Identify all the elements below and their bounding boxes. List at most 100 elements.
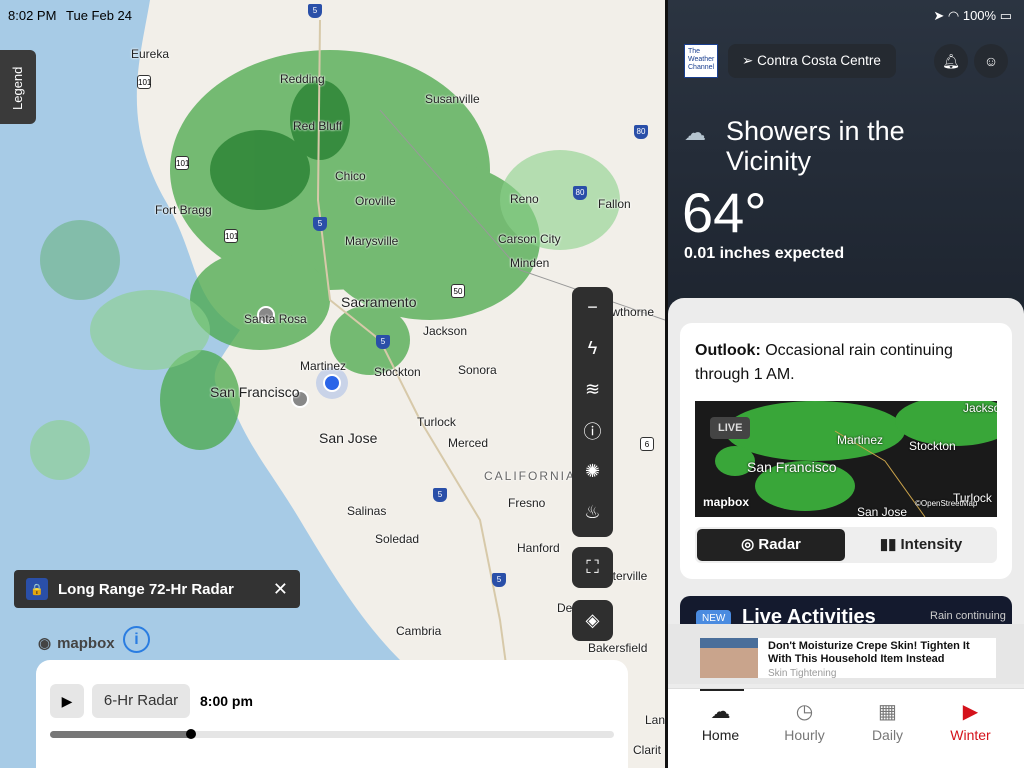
highway-shield: 50 bbox=[451, 284, 465, 298]
city-label: Susanville bbox=[425, 92, 480, 106]
mapbox-logo: mapbox bbox=[703, 495, 750, 509]
cloud-icon: ☁ bbox=[684, 120, 706, 145]
highway-shield: 5 bbox=[313, 217, 327, 231]
map-label: Stockton bbox=[909, 439, 956, 453]
city-label: San Jose bbox=[319, 430, 378, 446]
live-activities-title: Live Activities bbox=[742, 606, 876, 628]
highway-shield: 80 bbox=[634, 125, 648, 139]
rain-continuing: Rain continuing bbox=[930, 610, 1006, 622]
city-label: Sonora bbox=[458, 363, 497, 377]
city-label: Redding bbox=[280, 72, 325, 86]
intensity-segment[interactable]: ▮▮ Intensity bbox=[879, 536, 963, 553]
highway-shield: 5 bbox=[492, 573, 506, 587]
city-label: Marysville bbox=[345, 234, 399, 248]
split-divider[interactable] bbox=[665, 0, 668, 768]
location-button[interactable]: ➢ Contra Costa Centre bbox=[728, 44, 896, 78]
tab-winter[interactable]: ▶ Winter bbox=[926, 699, 1015, 743]
collapse-icon[interactable]: − bbox=[587, 297, 598, 317]
layer-chip[interactable]: 🔒 Long Range 72-Hr Radar ✕ bbox=[14, 570, 300, 608]
city-label: Carson City bbox=[498, 232, 561, 246]
radar-player: ▶ 6-Hr Radar 8:00 pm bbox=[36, 660, 628, 768]
info-icon[interactable]: i bbox=[123, 626, 150, 653]
location-label: Contra Costa Centre bbox=[757, 53, 881, 68]
outlook-text: Occasional rain continuing through 1 AM. bbox=[695, 342, 953, 383]
radar-type-button[interactable]: 6-Hr Radar bbox=[92, 684, 190, 718]
lightning-icon[interactable]: ϟ bbox=[587, 338, 598, 358]
calendar-icon: ▦ bbox=[878, 701, 897, 723]
ad-banner[interactable]: Don't Moisturize Crepe Skin! Tighten It … bbox=[668, 624, 1024, 684]
temperature: 64° bbox=[682, 181, 767, 244]
condition: Showers in the Vicinity bbox=[726, 116, 905, 176]
tab-hourly[interactable]: ◷ Hourly bbox=[760, 699, 849, 743]
live-badge: LIVE bbox=[710, 417, 751, 439]
city-label: Fort Bragg bbox=[155, 203, 212, 217]
city-label: Minden bbox=[510, 256, 550, 270]
city-label: Red Bluff bbox=[293, 119, 343, 133]
radar-segment[interactable]: ◎ Radar bbox=[697, 529, 845, 561]
hurricane-icon[interactable]: ✺ bbox=[584, 461, 601, 481]
timeline-slider[interactable] bbox=[50, 729, 614, 739]
osm-attribution: ©OpenStreetMap bbox=[915, 499, 978, 508]
mini-radar-map[interactable]: LIVE Martinez Stockton San Francisco San… bbox=[695, 401, 997, 517]
city-label: Jackson bbox=[423, 324, 468, 338]
close-icon[interactable]: ✕ bbox=[272, 578, 288, 599]
tab-daily[interactable]: ▦ Daily bbox=[843, 699, 932, 743]
highway-shield: 5 bbox=[433, 488, 447, 502]
map-label: Jackson bbox=[963, 401, 997, 415]
weather-app: ➤ ◠ 100% ▭ The Weather Channel ➢ Contra … bbox=[668, 0, 1024, 768]
clock-icon: ◷ bbox=[795, 701, 814, 723]
play-button[interactable]: ▶ bbox=[50, 684, 84, 718]
fullscreen-button[interactable]: ⛶ bbox=[572, 547, 613, 588]
layer-chip-label: Long Range 72-Hr Radar bbox=[58, 580, 234, 598]
legend-button[interactable]: Legend bbox=[0, 50, 36, 124]
map-base bbox=[0, 0, 665, 768]
outlook-label: Outlook: bbox=[695, 342, 761, 359]
mapbox-logo: ◉ mapbox bbox=[38, 634, 115, 653]
legend-label: Legend bbox=[10, 66, 25, 110]
timeline-handle[interactable] bbox=[186, 729, 196, 739]
map-label: Martinez bbox=[837, 433, 884, 447]
player-time: 8:00 pm bbox=[200, 693, 253, 709]
alert-icon[interactable]: ⓘ bbox=[583, 421, 602, 442]
fire-icon[interactable]: ♨ bbox=[584, 502, 601, 522]
highway-shield: 80 bbox=[573, 186, 587, 200]
radar-map[interactable]: 8:02 PM Tue Feb 24 Eureka Redding Susanv… bbox=[0, 0, 665, 768]
precip-expected: 0.01 inches expected bbox=[684, 245, 845, 262]
highway-shield: 5 bbox=[308, 4, 322, 18]
city-label: Eureka bbox=[131, 47, 170, 61]
status-time: 8:02 PM bbox=[8, 8, 57, 23]
outlook-card: Outlook: Occasional rain continuing thro… bbox=[680, 323, 1012, 579]
home-cloud-icon: ☁ bbox=[710, 701, 731, 723]
city-label: Fresno bbox=[508, 496, 546, 510]
status-date: Tue Feb 24 bbox=[66, 8, 133, 23]
bell-icon[interactable]: 🔔︎ bbox=[934, 44, 968, 78]
region-label: CALIFORNIA bbox=[484, 469, 577, 483]
ad-sponsor: Skin Tightening bbox=[768, 668, 837, 679]
city-label: Clarit bbox=[633, 743, 662, 757]
tab-home[interactable]: ☁ Home bbox=[676, 699, 765, 743]
city-label: Reno bbox=[510, 192, 539, 206]
city-label: Bakersfield bbox=[588, 641, 648, 655]
new-badge: NEW bbox=[696, 610, 732, 627]
layers-button[interactable]: ◈ bbox=[572, 600, 613, 641]
city-label: Santa Rosa bbox=[244, 312, 307, 326]
status-icons: ➤ ◠ 100% ▭ bbox=[933, 8, 1012, 23]
ad-image bbox=[700, 638, 758, 678]
highway-shield: 101 bbox=[137, 75, 151, 89]
wind-icon[interactable]: ≋ bbox=[584, 379, 601, 399]
city-label: Chico bbox=[335, 169, 366, 183]
profile-icon[interactable]: ☺ bbox=[974, 44, 1008, 78]
city-label: Merced bbox=[448, 436, 489, 450]
timeline-fill bbox=[50, 731, 191, 738]
city-label: Cambria bbox=[396, 624, 442, 638]
city-label: Fallon bbox=[598, 197, 631, 211]
lock-icon: 🔒 bbox=[26, 578, 48, 600]
city-label: Sacramento bbox=[341, 294, 417, 310]
map-label: San Jose bbox=[857, 505, 908, 517]
map-label: San Francisco bbox=[747, 459, 837, 475]
city-label: Salinas bbox=[347, 504, 387, 518]
radar-mode-toggle: ◎ Radar ▮▮ Intensity bbox=[695, 527, 997, 563]
highway-shield: 101 bbox=[175, 156, 189, 170]
city-label: Stockton bbox=[374, 365, 421, 379]
city-label: Martinez bbox=[300, 359, 347, 373]
